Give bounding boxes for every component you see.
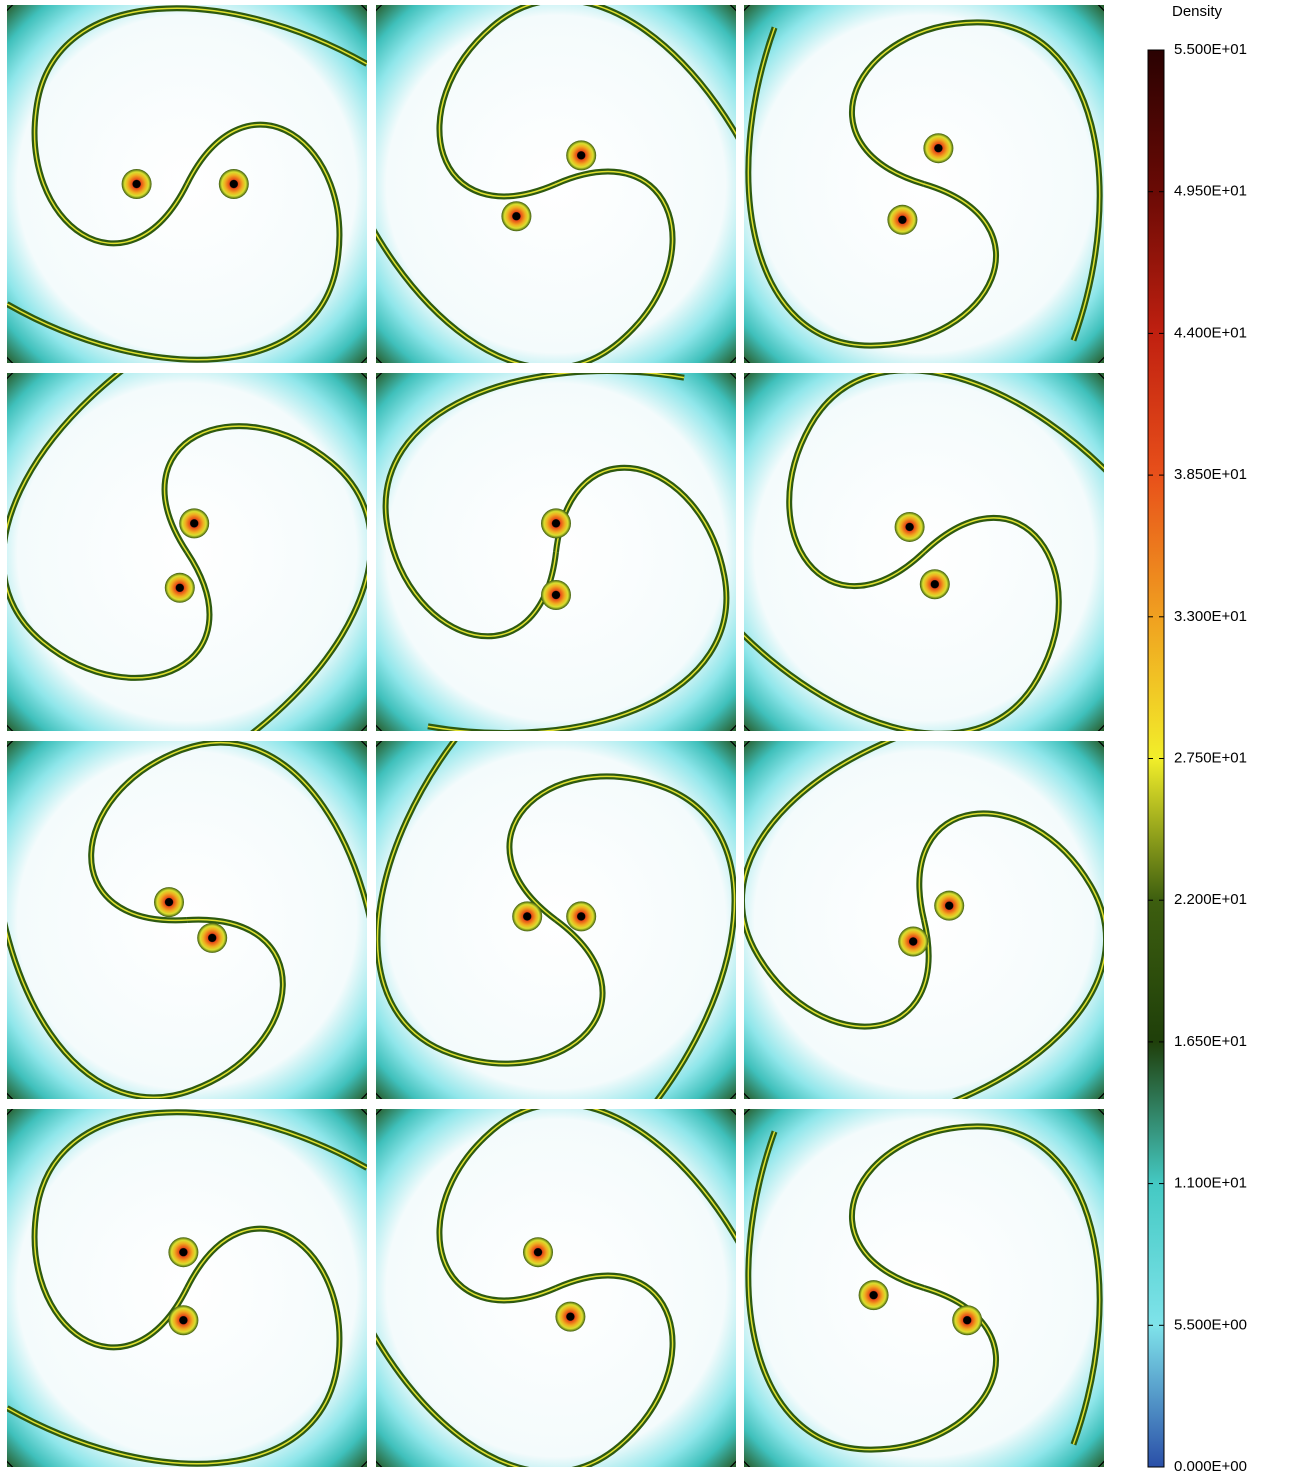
colorbar-tick-label: 0.000E+00 [1174, 1458, 1247, 1471]
panel-disk [0, 0, 407, 403]
sim-panel [674, 302, 1174, 802]
colorbar-tick-label: 2.200E+01 [1174, 891, 1247, 908]
colorbar-title: Density [1172, 3, 1223, 20]
star [501, 201, 531, 231]
sim-panel [305, 1038, 807, 1471]
colorbar-tick-label: 1.650E+01 [1174, 1033, 1247, 1050]
star [179, 508, 209, 538]
panels [0, 0, 1174, 1471]
star [555, 1302, 585, 1332]
page: Density 0.000E+00 5.500E+00 1.100E+01 1.650… [0, 0, 1298, 1476]
star [165, 573, 195, 603]
sim-panel [306, 670, 806, 1170]
colorbar-tick-label: 3.850E+01 [1174, 466, 1247, 483]
star [154, 887, 184, 917]
star [541, 580, 571, 610]
colorbar-tick-label: 3.300E+01 [1174, 608, 1247, 625]
star [952, 1305, 982, 1335]
star [523, 1237, 553, 1267]
star [923, 133, 953, 163]
star [934, 891, 964, 921]
colorbar-tick-label: 4.950E+01 [1174, 183, 1247, 200]
sim-panel [0, 1038, 437, 1471]
panel-disk [336, 0, 776, 403]
colorbar-tick-label: 1.100E+01 [1174, 1175, 1247, 1192]
sim-panel [674, 1038, 1174, 1471]
colorbar-tick-label: 2.750E+01 [1174, 749, 1247, 766]
star [887, 205, 917, 235]
sim-panel [0, 302, 437, 802]
panel-disk [0, 1069, 407, 1471]
sim-panel [0, 670, 437, 1170]
star [566, 140, 596, 170]
sim-panel [305, 0, 807, 434]
star [219, 169, 249, 199]
star [168, 1305, 198, 1335]
panel-disk [0, 333, 407, 771]
star [566, 901, 596, 931]
figure: Density 0.000E+00 5.500E+00 1.100E+01 1.650… [0, 0, 1298, 1471]
panel-disk [336, 1069, 776, 1471]
panel-disk [704, 0, 1144, 403]
sim-panel [306, 302, 806, 802]
sim-panel [0, 0, 437, 434]
star [541, 508, 571, 538]
panel-disk [704, 1069, 1144, 1471]
star [898, 926, 928, 956]
sim-panel [674, 0, 1174, 434]
star [168, 1237, 198, 1267]
star [122, 169, 152, 199]
colorbar-tick-label: 5.500E+00 [1174, 1316, 1247, 1333]
star [895, 512, 925, 542]
star [920, 569, 950, 599]
sim-panel [674, 670, 1174, 1171]
star [512, 901, 542, 931]
star [197, 923, 227, 953]
colorbar-tick-label: 4.400E+01 [1174, 324, 1247, 341]
star [859, 1280, 889, 1310]
colorbar-tick-label: 5.500E+01 [1174, 41, 1247, 58]
